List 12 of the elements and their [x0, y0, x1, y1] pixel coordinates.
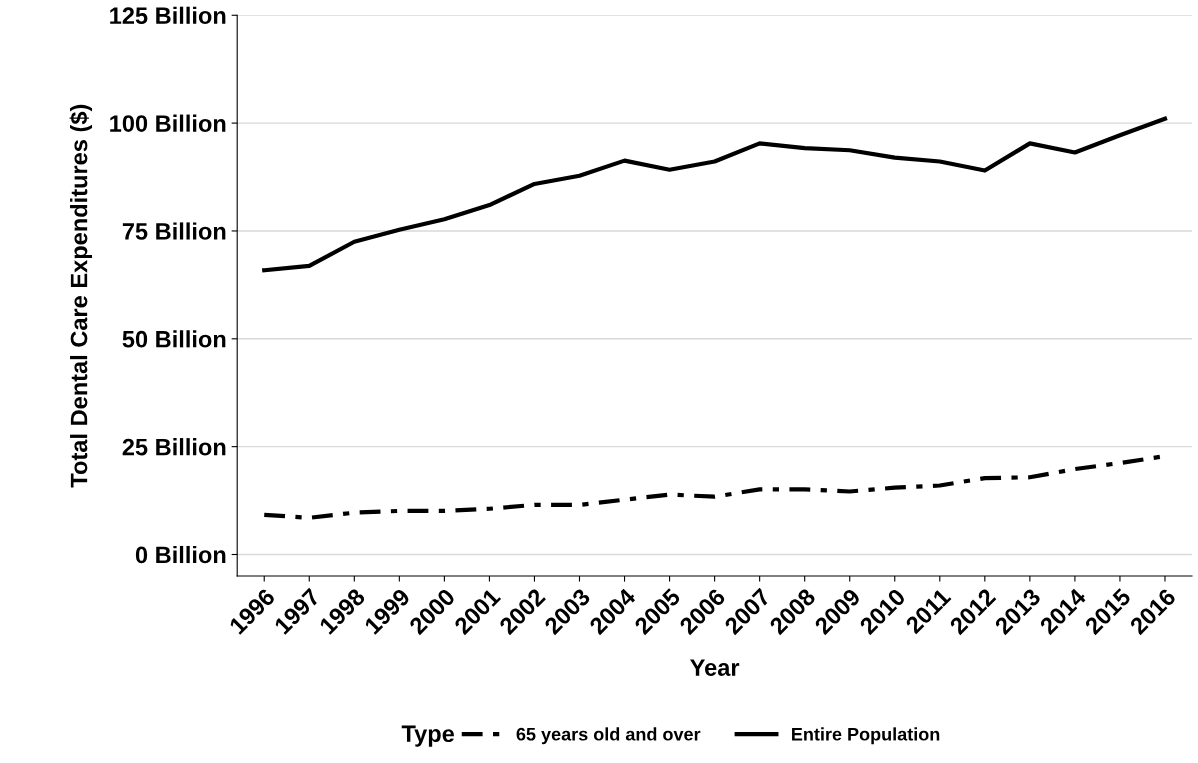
y-tick-label: 125 Billion: [110, 6, 226, 25]
y-tick-label: 100 Billion: [110, 114, 226, 132]
y-tick-label: 25 Billion: [122, 438, 226, 456]
y-tick-label: 50 Billion: [122, 330, 226, 348]
legend-title: Type: [401, 725, 455, 747]
y-tick-label: 0 Billion: [135, 545, 226, 564]
y-axis-title: Total Dental Care Expenditures ($): [69, 104, 93, 488]
legend-label: 65 years old and over: [516, 727, 701, 745]
x-axis-title: Year: [690, 659, 740, 676]
y-tick-label: 75 Billion: [122, 222, 226, 240]
legend-label: Entire Population: [792, 727, 940, 745]
line-series: [262, 116, 1168, 273]
